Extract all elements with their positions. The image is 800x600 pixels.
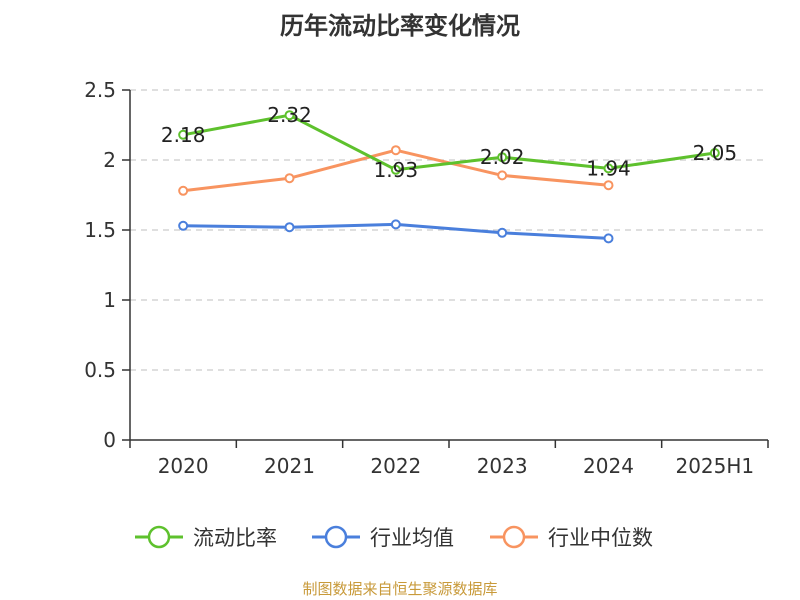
data-point [709,148,720,158]
data-label: 1.94 [586,156,631,180]
source-note: 制图数据来自恒生聚源数据库 [302,580,498,598]
data-point [178,220,189,231]
legend-marker[interactable] [147,525,171,549]
legend-label[interactable]: 行业中位数 [548,526,653,550]
legend-label[interactable]: 流动比率 [193,526,277,550]
chart-title: 历年流动比率变化情况 [280,12,520,40]
legend-label[interactable]: 行业均值 [370,526,454,550]
y-tick-label: 0.5 [84,358,116,382]
x-tick-label: 2020 [158,454,209,478]
legend-marker[interactable] [324,525,348,549]
data-label: 2.18 [161,123,206,147]
data-label: 2.32 [267,103,312,127]
x-tick-label: 2024 [583,454,634,478]
data-point [390,145,401,156]
data-label: 2.05 [693,141,738,165]
x-tick-label: 2021 [264,454,315,478]
data-point [497,152,508,163]
data-point [603,233,614,244]
y-tick-label: 2.5 [84,78,116,102]
x-tick-label: 2022 [370,454,421,478]
y-tick-label: 1 [103,288,116,312]
data-point [497,227,508,238]
data-point [284,110,295,121]
y-tick-label: 0 [103,428,116,452]
data-point [284,173,295,184]
series-line [182,113,716,172]
x-tick-label: 2025H1 [675,454,754,478]
legend-marker[interactable] [502,525,526,549]
y-tick-label: 2 [103,148,116,172]
data-label: 2.02 [480,145,525,169]
data-point [603,180,614,191]
data-point [390,164,401,175]
data-point [178,129,189,140]
data-point [284,222,295,233]
data-point [178,185,189,196]
data-point [497,170,508,181]
x-tick-label: 2023 [477,454,528,478]
data-label: 1.93 [374,158,419,182]
data-point [390,219,401,230]
data-point [603,163,614,174]
y-tick-label: 1.5 [84,218,116,242]
